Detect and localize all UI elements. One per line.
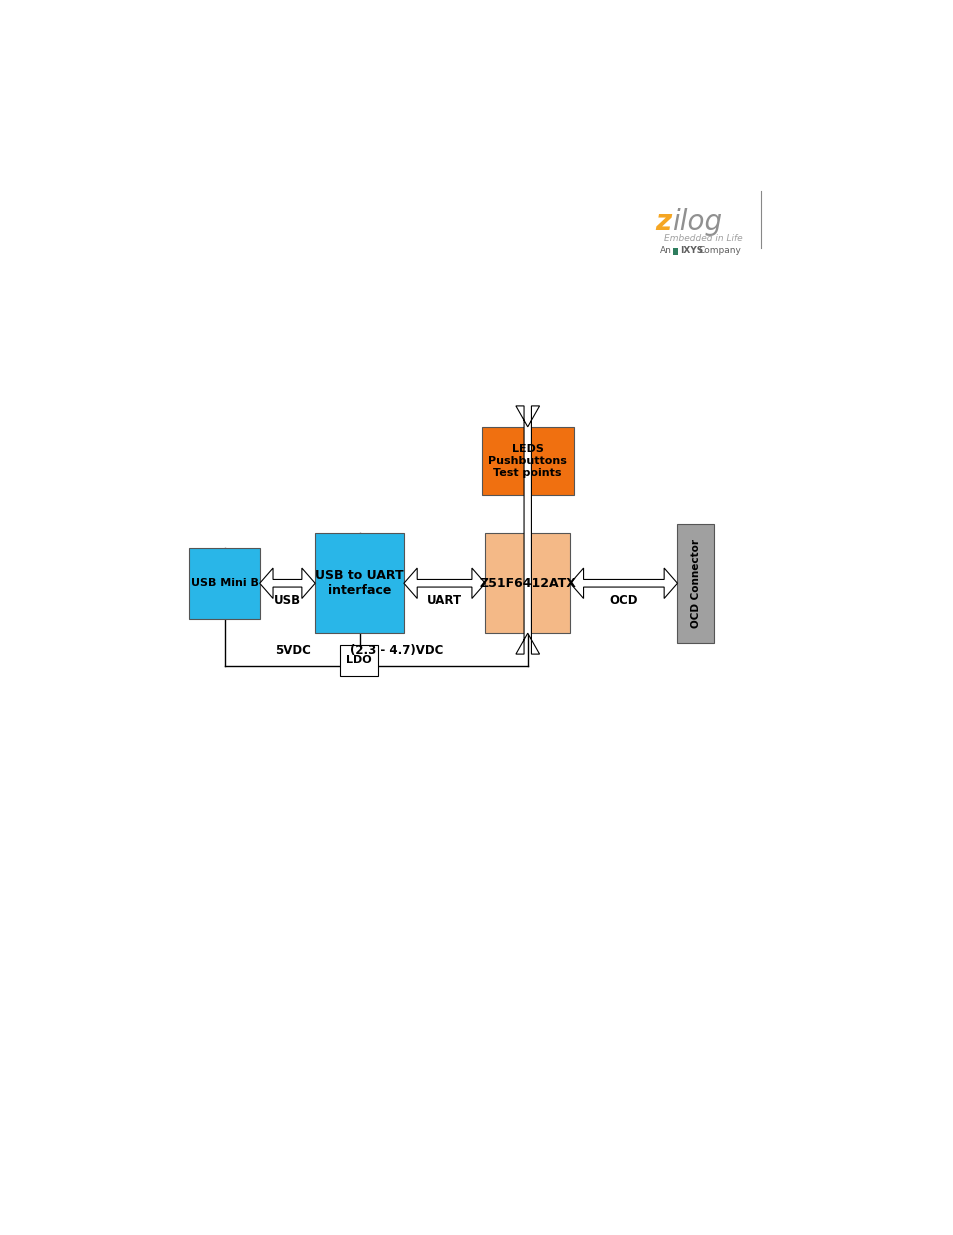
FancyBboxPatch shape: [677, 524, 714, 642]
Text: 5VDC: 5VDC: [274, 643, 311, 657]
Text: USB: USB: [274, 594, 301, 606]
Text: USB Mini B: USB Mini B: [191, 578, 258, 588]
FancyBboxPatch shape: [481, 427, 574, 495]
Polygon shape: [570, 568, 677, 599]
FancyBboxPatch shape: [314, 534, 403, 634]
Text: Embedded in Life: Embedded in Life: [663, 235, 742, 243]
Polygon shape: [259, 568, 314, 599]
Polygon shape: [403, 568, 485, 599]
Text: z: z: [655, 209, 671, 236]
Text: LDO: LDO: [346, 656, 372, 666]
FancyBboxPatch shape: [485, 534, 570, 634]
Text: IXYS: IXYS: [679, 247, 702, 256]
Text: USB to UART
interface: USB to UART interface: [314, 569, 403, 598]
Text: (2.3 - 4.7)VDC: (2.3 - 4.7)VDC: [350, 643, 443, 657]
Text: Company: Company: [698, 247, 740, 256]
Text: OCD: OCD: [609, 594, 638, 606]
Polygon shape: [516, 406, 539, 655]
Text: An: An: [659, 247, 671, 256]
FancyBboxPatch shape: [339, 645, 377, 676]
Text: LEDS
Pushbuttons
Test points: LEDS Pushbuttons Test points: [488, 445, 567, 478]
FancyBboxPatch shape: [672, 248, 678, 254]
Text: Z51F6412ATX: Z51F6412ATX: [478, 577, 576, 590]
Text: OCD Connector: OCD Connector: [690, 538, 700, 627]
FancyBboxPatch shape: [190, 547, 259, 619]
Text: UART: UART: [427, 594, 461, 606]
Text: ilog: ilog: [671, 209, 720, 236]
